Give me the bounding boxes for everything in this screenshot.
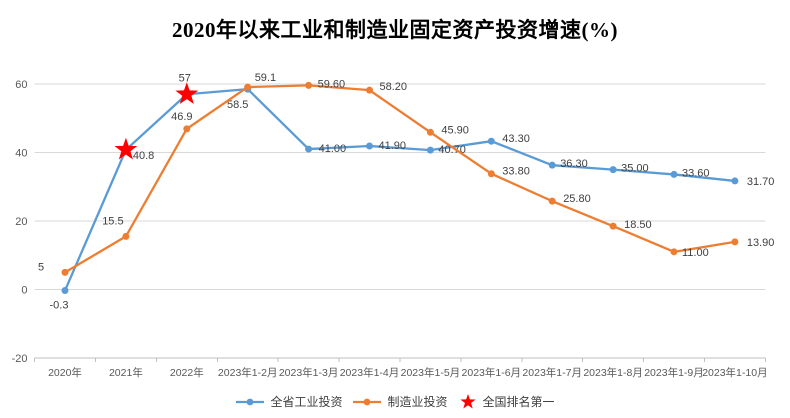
y-axis-tick-label: 60 <box>15 79 27 91</box>
data-point-industrial-investment <box>731 177 739 185</box>
data-label: 59.1 <box>255 72 276 84</box>
data-label: 41.00 <box>319 143 347 155</box>
data-label: -0.3 <box>50 300 69 312</box>
legend-label: 全国排名第一 <box>482 395 555 409</box>
legend-item-industrial-investment: 全省工业投资 <box>235 393 342 410</box>
data-label: 13.90 <box>747 237 775 249</box>
y-axis-tick-label: 20 <box>15 216 27 228</box>
data-point-industrial-investment <box>609 166 617 174</box>
x-axis-label: 2023年1-2月 <box>218 366 278 379</box>
x-axis-label: 2023年1-10月 <box>702 366 767 379</box>
data-label: 5 <box>38 261 44 273</box>
x-axis-label: 2023年1-8月 <box>583 366 643 379</box>
data-point-manufacturing-investment <box>244 83 252 91</box>
data-label: 15.5 <box>102 215 123 227</box>
x-axis-label: 2023年1-9月 <box>644 366 704 379</box>
x-axis-label: 2023年1-4月 <box>340 366 400 379</box>
chart-legend: 全省工业投资 制造业投资 全国排名第一 <box>0 393 790 410</box>
data-label: 58.20 <box>380 81 408 93</box>
series-line-industrial-investment <box>63 87 737 292</box>
data-point-industrial-investment <box>305 145 313 153</box>
legend-item-manufacturing-investment: 制造业投资 <box>352 393 448 410</box>
x-axis-label: 2020年 <box>48 366 82 379</box>
data-point-industrial-investment <box>487 137 495 145</box>
data-point-manufacturing-investment <box>122 232 130 240</box>
data-point-manufacturing-investment <box>548 197 556 205</box>
y-axis-tick-label: 0 <box>21 285 27 297</box>
data-label: 35.00 <box>621 163 649 175</box>
x-axis-label: 2023年1-7月 <box>522 366 582 379</box>
data-point-industrial-investment <box>548 161 556 169</box>
legend-label: 制造业投资 <box>387 395 448 409</box>
data-label: 40.8 <box>133 150 154 162</box>
data-point-manufacturing-investment <box>609 222 617 230</box>
series-line-manufacturing-investment <box>63 84 737 274</box>
data-label: 31.70 <box>747 176 775 188</box>
data-label: 33.80 <box>502 166 530 178</box>
data-point-manufacturing-investment <box>670 248 678 256</box>
data-point-manufacturing-investment <box>183 125 191 133</box>
data-point-manufacturing-investment <box>305 81 313 89</box>
data-label: 11.00 <box>682 247 709 259</box>
data-point-industrial-investment <box>426 146 434 154</box>
data-point-industrial-investment <box>670 170 678 178</box>
data-label: 59.60 <box>318 78 346 90</box>
data-label: 18.50 <box>624 219 652 231</box>
legend-item-national-rank-first: 全国排名第一 <box>458 393 555 410</box>
data-point-manufacturing-investment <box>487 170 495 178</box>
x-axis-label: 2023年1-6月 <box>462 366 522 379</box>
x-axis-label: 2021年 <box>109 366 143 379</box>
line-dot-marker-icon <box>353 398 382 405</box>
x-axis-label: 2022年 <box>170 366 204 379</box>
legend-label: 全省工业投资 <box>270 395 343 409</box>
data-label: 33.60 <box>682 167 710 179</box>
first-place-star-icon <box>175 82 199 104</box>
data-label: 25.80 <box>563 193 591 205</box>
x-axis-label: 2023年1-3月 <box>279 366 339 379</box>
data-point-manufacturing-investment <box>61 268 69 276</box>
data-point-industrial-investment <box>61 287 69 295</box>
line-dot-marker-icon <box>236 398 265 405</box>
first-place-star-icon <box>114 137 138 160</box>
data-point-manufacturing-investment <box>731 238 739 246</box>
data-label: 45.90 <box>441 124 469 136</box>
x-axis-label: 2023年1-5月 <box>401 366 461 379</box>
data-label: 46.9 <box>171 111 192 123</box>
star-icon <box>459 393 476 408</box>
data-point-manufacturing-investment <box>366 86 373 94</box>
data-point-industrial-investment <box>366 142 373 150</box>
data-label: 36.30 <box>560 158 588 170</box>
y-axis-tick-label: -20 <box>12 353 28 365</box>
data-label: 43.30 <box>502 133 530 145</box>
y-axis-tick-label: 40 <box>15 148 27 160</box>
data-label: 41.90 <box>379 140 407 152</box>
data-label: 58.5 <box>227 99 248 111</box>
data-label: 57 <box>179 72 191 84</box>
data-point-manufacturing-investment <box>426 128 434 136</box>
chart-title: 2020年以来工业和制造业固定资产投资增速(%) <box>172 18 618 42</box>
